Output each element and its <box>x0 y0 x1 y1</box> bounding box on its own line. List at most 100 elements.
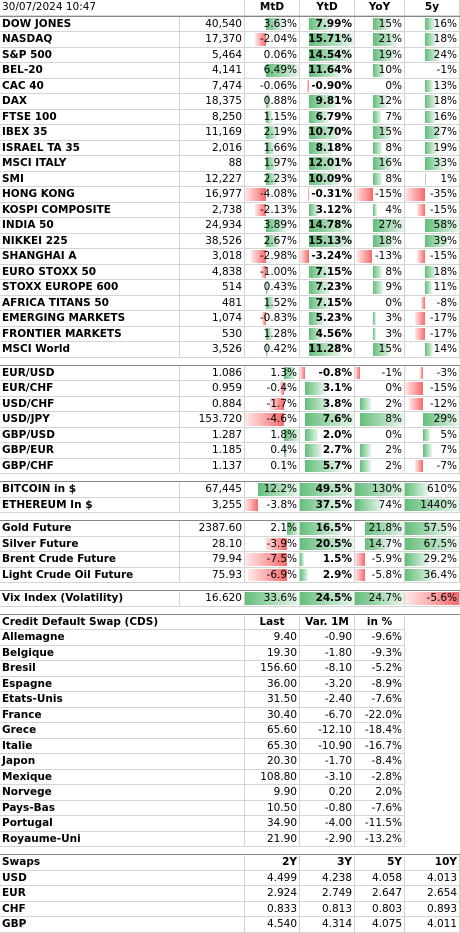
cell-text: 1.28% <box>264 328 297 340</box>
cell-text: DOW JONES <box>2 18 71 30</box>
value: 6.79% <box>300 110 355 126</box>
cell-text: 4,141 <box>212 64 242 76</box>
value: 1440% <box>405 498 460 514</box>
name-text: GBP <box>2 918 26 930</box>
value: 19.30 <box>245 646 300 662</box>
value: 18% <box>405 32 460 48</box>
cell-text: 14% <box>434 343 457 355</box>
cell-text: 79.94 <box>212 553 242 565</box>
name: ETHEREUM In $ <box>0 498 180 514</box>
cell-text: 0.88% <box>264 95 297 107</box>
cell-text: 19% <box>434 142 457 154</box>
value: -18.4% <box>355 723 405 739</box>
value-text: 4.058 <box>372 872 402 884</box>
value: -2.8% <box>355 770 405 786</box>
column-header: 3Y <box>300 855 355 871</box>
value: 11.28% <box>300 342 355 358</box>
column-header-text: Last <box>259 616 284 628</box>
cell-text: 5.7% <box>323 460 352 472</box>
value: 1.8% <box>245 428 300 444</box>
value-text: 0.813 <box>322 903 352 915</box>
data-bar <box>423 444 432 457</box>
name: KOSPI COMPOSITE <box>0 203 180 219</box>
cell-text: 40,540 <box>205 18 242 30</box>
cell-text: AFRICA TITANS 50 <box>2 297 109 309</box>
value-text: -3.20 <box>325 678 352 690</box>
value-text: 4.314 <box>322 918 352 930</box>
data-bar <box>355 553 365 566</box>
value: 4,141 <box>180 63 245 79</box>
name: USD/JPY <box>0 412 180 428</box>
cell-text: 38,526 <box>205 235 242 247</box>
name: INDIA 50 <box>0 218 180 234</box>
value: -1% <box>405 63 460 79</box>
value-text: 31.50 <box>267 693 297 705</box>
value: 14.78% <box>300 218 355 234</box>
name: DOW JONES <box>0 17 180 33</box>
value: -7.5% <box>245 552 300 568</box>
value-text: -11.5% <box>365 817 402 829</box>
cell-text: 15.13% <box>308 235 352 247</box>
cell-text: 57.5% <box>424 522 457 534</box>
cell-text: -0.31% <box>311 188 352 200</box>
value: 8,250 <box>180 110 245 126</box>
value: 15% <box>355 125 405 141</box>
value: 49.5% <box>300 482 355 498</box>
column-header: 5Y <box>355 855 405 871</box>
value-text: -8.4% <box>372 755 402 767</box>
value-text: 36.00 <box>267 678 297 690</box>
data-bar <box>425 281 431 294</box>
value: 65.30 <box>245 739 300 755</box>
value-text: 4.238 <box>322 872 352 884</box>
cell-text: 3.8% <box>323 398 352 410</box>
value: 11,169 <box>180 125 245 141</box>
cell-text: 7% <box>385 111 402 123</box>
cell-text: 15% <box>379 343 402 355</box>
value: 4.56% <box>300 327 355 343</box>
cell-text: 3,255 <box>212 499 242 511</box>
cell-text: Brent Crude Future <box>2 553 116 565</box>
value: 67,445 <box>180 482 245 498</box>
name: GBP/USD <box>0 428 180 444</box>
value: -15% <box>405 381 460 397</box>
value: -3.20 <box>300 677 355 693</box>
value-text: 19.30 <box>267 647 297 659</box>
value-text: 4.011 <box>427 918 457 930</box>
value: 57.5% <box>405 521 460 537</box>
value: -2.98% <box>245 249 300 265</box>
cell-text: -15% <box>430 250 457 262</box>
value: -17% <box>405 327 460 343</box>
name-text: Bresil <box>2 662 36 674</box>
cell-text: 27% <box>434 126 457 138</box>
value: 19% <box>405 141 460 157</box>
value: 9.40 <box>245 630 300 646</box>
column-header-text: 2Y <box>282 856 297 868</box>
cell-text: 67,445 <box>205 483 242 495</box>
swaps-header: Swaps2Y3Y5Y10Y20Y <box>0 855 460 871</box>
cell-text: 18% <box>434 95 457 107</box>
value-text: 2.924 <box>267 887 297 899</box>
column-header-text: 5y <box>425 1 439 13</box>
column-header: 10Y <box>405 855 460 871</box>
value: 4.238 <box>300 871 355 887</box>
cell-text: -2.13% <box>260 204 297 216</box>
cell-text: 39% <box>434 235 457 247</box>
cell-text: 8% <box>385 266 402 278</box>
value-text: 108.80 <box>260 771 297 783</box>
value: 33.6% <box>245 591 300 607</box>
value: 29% <box>405 412 460 428</box>
cell-text: 130% <box>372 483 402 495</box>
cell-text: GBP/EUR <box>2 444 54 456</box>
cell-text: NASDAQ <box>2 33 52 45</box>
